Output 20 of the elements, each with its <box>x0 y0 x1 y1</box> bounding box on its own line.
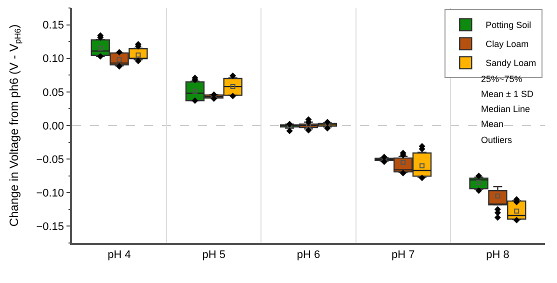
x-tick-label: pH 5 <box>202 248 226 261</box>
annotation: Outliers <box>481 135 513 145</box>
legend-label: Potting Soil <box>486 20 532 30</box>
y-tick-label: 0.05 <box>42 86 64 99</box>
annotation: Mean <box>481 119 504 129</box>
y-tick-label: 0.10 <box>42 53 64 66</box>
y-tick-label: 0.00 <box>42 120 64 132</box>
x-tick-label: pH 4 <box>108 248 131 261</box>
y-tick-label: −0.15 <box>36 221 64 234</box>
legend-label: Clay Loam <box>486 39 529 50</box>
y-tick-label: −0.05 <box>36 154 64 166</box>
y-tick-label: −0.10 <box>36 187 64 200</box>
x-tick-label: pH 8 <box>486 248 510 261</box>
annotation: 25%~75% <box>481 74 522 84</box>
annotation: Mean ± 1 SD <box>481 89 534 99</box>
x-tick-label: pH 6 <box>296 248 320 261</box>
y-tick-label: 0.15 <box>42 20 64 32</box>
annotation: Median Line <box>481 104 530 114</box>
legend-label: Sandy Loam <box>486 58 536 68</box>
x-tick-label: pH 7 <box>391 248 415 261</box>
